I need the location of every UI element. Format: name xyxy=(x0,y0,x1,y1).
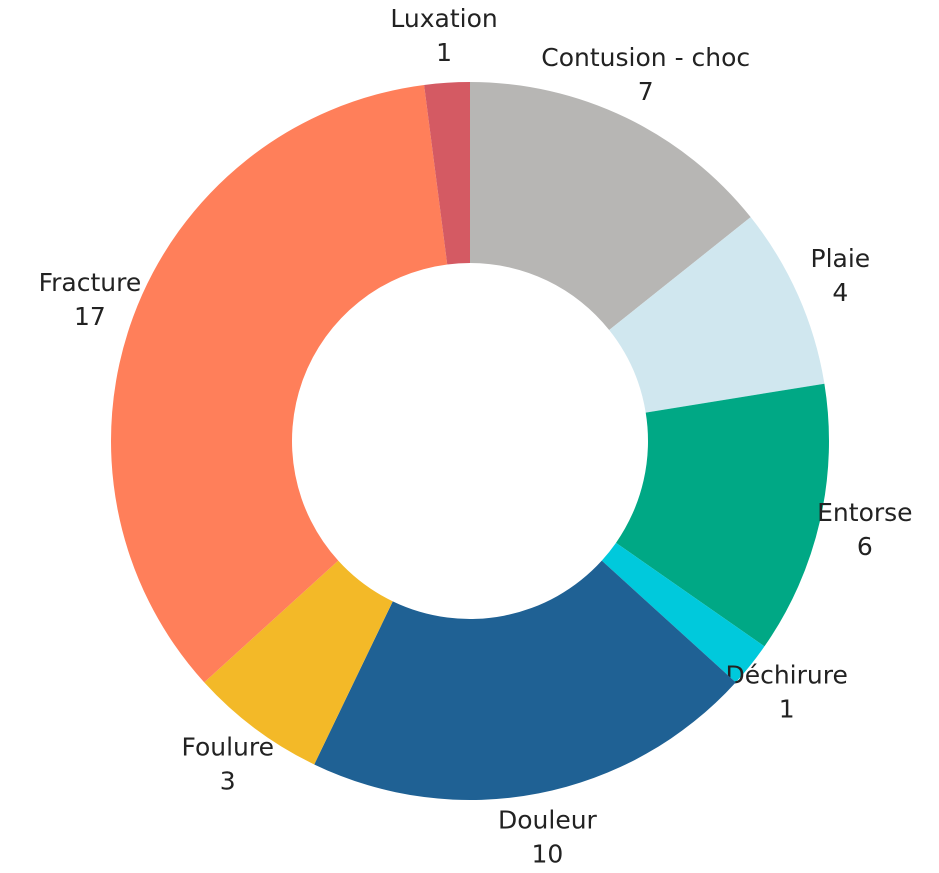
slice-label: Contusion - choc xyxy=(541,43,750,72)
slice-label: Plaie xyxy=(811,244,871,273)
donut-slice xyxy=(111,84,448,683)
slice-label: Foulure xyxy=(181,733,274,762)
slice-value: 6 xyxy=(857,532,873,561)
slice-value: 3 xyxy=(220,767,236,796)
slice-label: Douleur xyxy=(498,806,598,835)
slice-label: Entorse xyxy=(817,498,912,527)
slice-label: Fracture xyxy=(39,268,142,297)
donut-slice xyxy=(609,217,825,413)
donut-slice xyxy=(204,560,393,765)
slice-value: 1 xyxy=(779,695,795,724)
donut-slice xyxy=(601,542,765,683)
slice-label: Déchirure xyxy=(725,661,847,690)
slice-value: 10 xyxy=(532,840,564,869)
slice-value: 4 xyxy=(832,278,848,307)
slice-label: Luxation xyxy=(390,4,497,33)
donut-slice xyxy=(314,560,736,801)
donut-slice xyxy=(470,82,751,331)
donut-slice xyxy=(615,383,829,647)
slice-value: 1 xyxy=(436,38,452,67)
slice-value: 17 xyxy=(74,302,106,331)
slice-value: 7 xyxy=(638,77,654,106)
donut-slice xyxy=(424,82,470,265)
